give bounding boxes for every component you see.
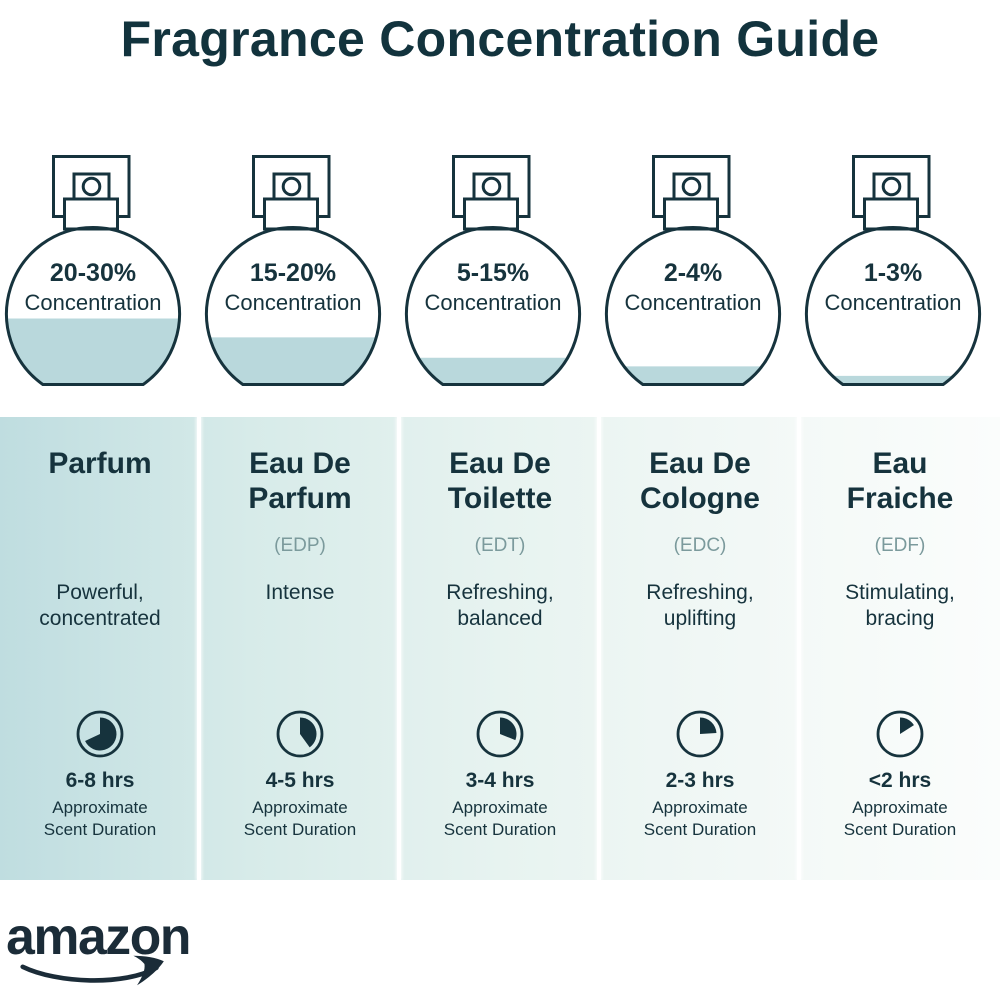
svg-text:Concentration: Concentration [425,290,562,315]
svg-text:Concentration: Concentration [625,290,762,315]
svg-text:2-4%: 2-4% [664,259,722,287]
svg-text:Concentration: Concentration [25,290,162,315]
svg-text:15-20%: 15-20% [250,259,336,287]
svg-text:20-30%: 20-30% [50,259,136,287]
svg-text:Concentration: Concentration [225,290,362,315]
svg-text:amazon: amazon [6,907,190,965]
svg-text:1-3%: 1-3% [864,259,922,287]
svg-text:5-15%: 5-15% [457,259,529,287]
svg-text:Concentration: Concentration [825,290,962,315]
